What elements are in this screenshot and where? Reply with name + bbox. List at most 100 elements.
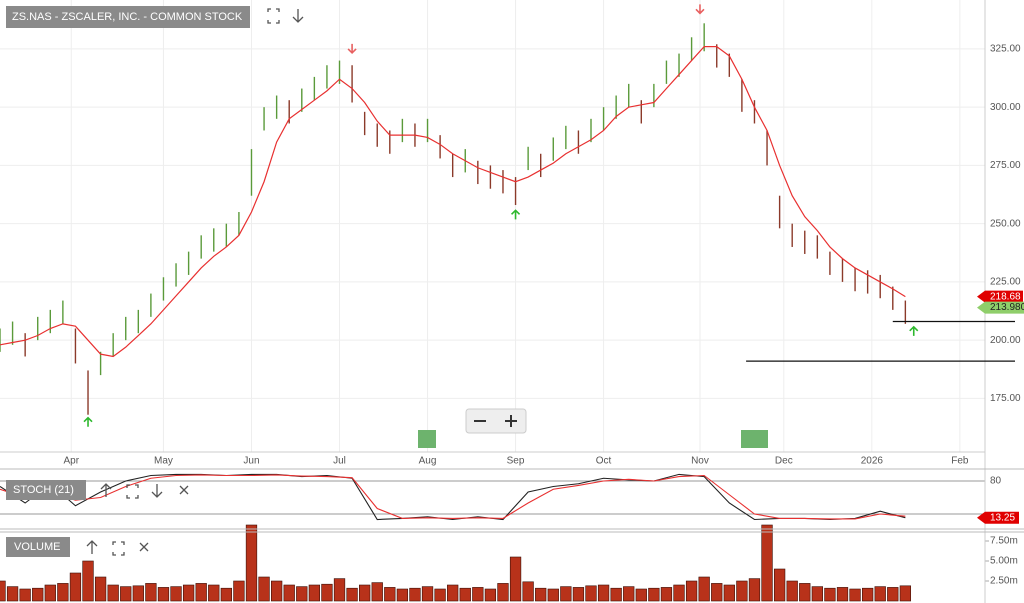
volume-bar (82, 560, 94, 602)
volume-bar (623, 586, 635, 602)
volume-bar (535, 587, 547, 602)
title-box (6, 480, 86, 500)
volume-bar (509, 556, 522, 602)
volume-bar (170, 586, 182, 602)
volume-bar (522, 581, 534, 602)
volume-bar (434, 588, 446, 602)
volume-bar (32, 587, 44, 602)
price-tag (977, 290, 1023, 303)
volume-bar (396, 588, 409, 602)
event-marker (750, 430, 768, 448)
volume-bar (296, 586, 308, 602)
volume-bar (384, 587, 396, 602)
y-tick-label: 200.00 (990, 335, 1021, 346)
volume-bar (258, 576, 270, 602)
y-tick-label: 7.50m (990, 536, 1018, 547)
y-tick-label: 2.50m (990, 576, 1018, 587)
volume-bar (359, 584, 371, 602)
y-tick-label: 300.00 (990, 102, 1021, 113)
volume-bar (484, 588, 497, 602)
volume-bar (107, 584, 119, 602)
volume-bar (421, 586, 434, 602)
volume-bar (597, 584, 610, 602)
x-tick-label: Dec (775, 456, 793, 467)
sell-signal (347, 43, 357, 55)
up-icon[interactable] (100, 483, 112, 497)
volume-bar (308, 584, 321, 602)
volume-bar (861, 587, 874, 602)
volume-bar (685, 580, 698, 602)
volume-bar (648, 587, 660, 602)
up-icon[interactable] (86, 540, 98, 554)
volume-bar (673, 584, 685, 602)
volume-bar (824, 587, 836, 602)
event-marker (418, 430, 436, 448)
volume-bar (321, 583, 333, 602)
volume-bar (849, 588, 861, 602)
expand-icon[interactable] (112, 541, 125, 556)
volume-bar (270, 580, 283, 602)
title-box (6, 6, 250, 28)
volume-bar (786, 580, 798, 602)
x-tick-label: Jun (243, 456, 259, 467)
volume-bar (195, 583, 207, 602)
volume-bar (773, 568, 786, 602)
x-tick-label: Nov (691, 456, 709, 467)
expand-icon[interactable] (267, 8, 280, 24)
volume-bar (346, 587, 358, 602)
volume-bar (57, 583, 69, 602)
buy-signal (83, 416, 93, 427)
volume-bar (157, 587, 170, 602)
stoch-title: STOCH (21) (13, 484, 74, 496)
volume-bar (698, 576, 710, 602)
toolbar-icons[interactable] (267, 8, 304, 24)
y-tick-label: 5.00m (990, 556, 1018, 567)
last-price-tag (977, 301, 1024, 314)
volume-bar (233, 580, 245, 602)
volume-bar (94, 576, 107, 602)
volume-bar (610, 587, 622, 602)
close-icon[interactable] (179, 485, 189, 495)
price-tag-label: 218.68 (990, 291, 1021, 302)
volume-bar (333, 578, 346, 602)
volume-title: VOLUME (14, 541, 60, 553)
down-icon[interactable] (292, 9, 304, 23)
volume-bar (182, 584, 195, 602)
volume-bar (711, 583, 723, 602)
volume-bar (887, 587, 899, 602)
y-tick-label: 80 (990, 476, 1002, 487)
volume-bar (409, 587, 421, 602)
volume-bar (660, 587, 673, 602)
zoom-in[interactable] (505, 415, 517, 427)
stoch-line (0, 473, 906, 521)
volume-bar (723, 584, 735, 602)
down-icon[interactable] (151, 484, 163, 498)
volume-bar (572, 587, 585, 602)
expand-icon[interactable] (126, 484, 139, 499)
panel-icons[interactable] (86, 540, 149, 556)
volume-bar (132, 585, 144, 602)
volume-bar (811, 586, 823, 602)
volume-bar (0, 580, 6, 602)
volume-bar (547, 588, 559, 602)
x-tick-label: 2026 (861, 456, 884, 467)
volume-bar (69, 572, 82, 602)
zoom-controls[interactable] (465, 408, 527, 434)
x-tick-label: Feb (951, 456, 969, 467)
volume-bar (19, 588, 31, 602)
volume-bar (736, 580, 748, 602)
panel-icons[interactable] (100, 483, 189, 499)
volume-bar (245, 524, 258, 602)
volume-bar (874, 586, 886, 602)
volume-bar (836, 587, 849, 602)
title-box (6, 537, 70, 557)
volume-bar (145, 583, 157, 602)
buy-signal (510, 209, 521, 220)
volume-bar (748, 578, 761, 602)
x-tick-label: Oct (596, 456, 612, 467)
buy-signal (909, 325, 919, 336)
close-icon[interactable] (139, 542, 149, 552)
